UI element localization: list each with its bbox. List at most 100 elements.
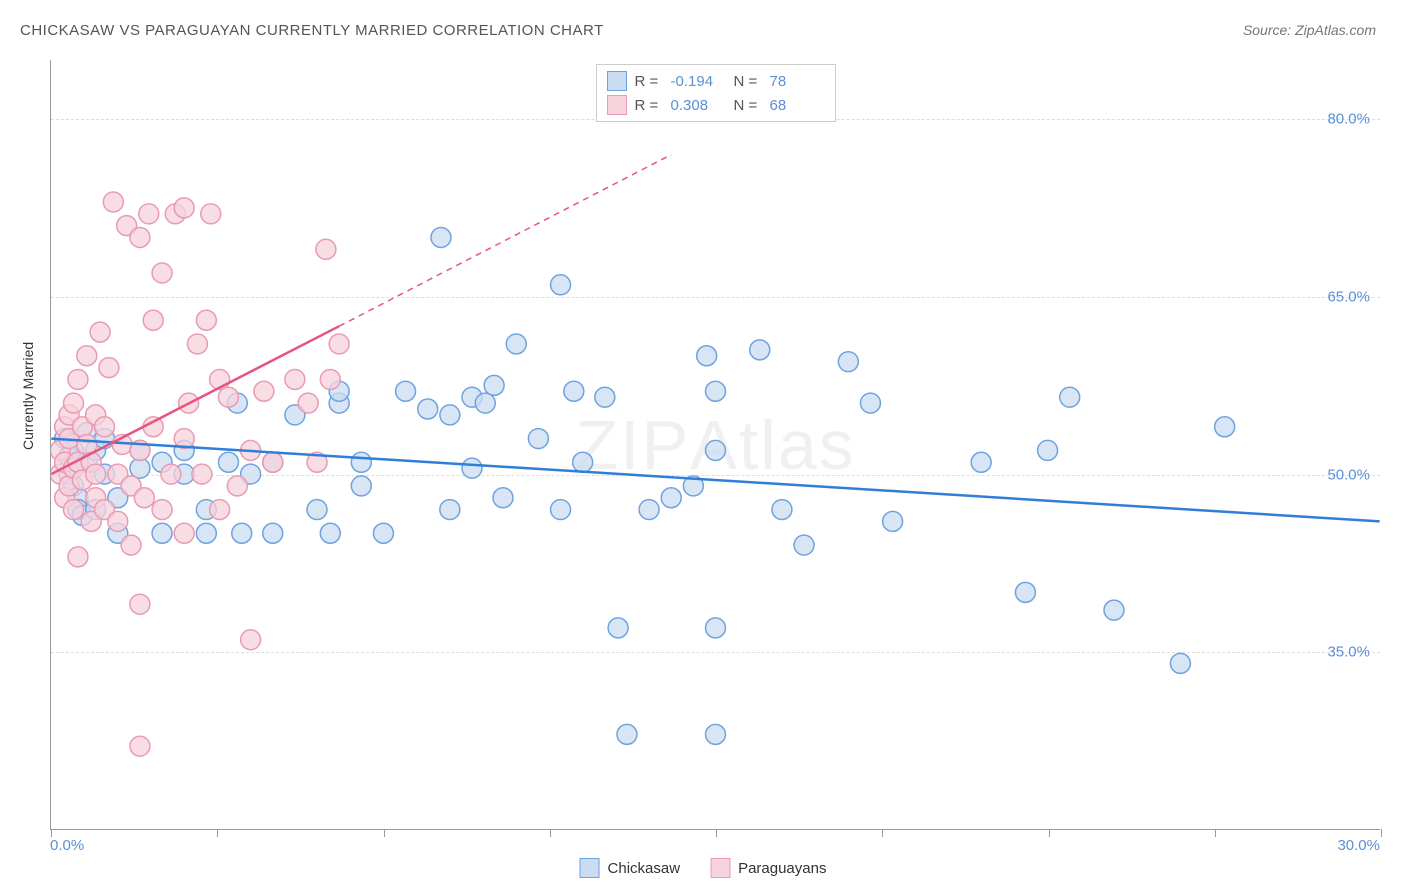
data-point <box>1170 653 1190 673</box>
x-tick <box>1049 829 1050 837</box>
data-point <box>860 393 880 413</box>
data-point <box>440 500 460 520</box>
data-point <box>227 476 247 496</box>
data-point <box>263 452 283 472</box>
data-point <box>320 369 340 389</box>
data-point <box>218 387 238 407</box>
data-point <box>86 464 106 484</box>
r-label: R = <box>635 73 663 90</box>
data-point <box>95 417 115 437</box>
n-value: 68 <box>770 97 825 114</box>
data-point <box>320 523 340 543</box>
data-point <box>595 387 615 407</box>
data-point <box>254 381 274 401</box>
legend-stat-row: R = -0.194 N = 78 <box>607 69 825 93</box>
data-point <box>143 417 163 437</box>
data-point <box>484 375 504 395</box>
data-point <box>196 310 216 330</box>
data-point <box>373 523 393 543</box>
data-point <box>706 618 726 638</box>
data-point <box>1060 387 1080 407</box>
data-point <box>99 358 119 378</box>
x-max-label: 30.0% <box>1337 837 1380 854</box>
data-point <box>210 500 230 520</box>
data-point <box>396 381 416 401</box>
data-point <box>639 500 659 520</box>
chart-title: CHICKASAW VS PARAGUAYAN CURRENTLY MARRIE… <box>20 22 604 39</box>
legend-label: Paraguayans <box>738 860 826 877</box>
data-point <box>418 399 438 419</box>
plot-area: ZIPAtlas R = -0.194 N = 78 R = 0.308 N =… <box>50 60 1380 830</box>
scatter-svg <box>51 60 1380 829</box>
data-point <box>152 523 172 543</box>
data-point <box>121 535 141 555</box>
data-point <box>232 523 252 543</box>
x-tick <box>384 829 385 837</box>
data-point <box>143 310 163 330</box>
data-point <box>971 452 991 472</box>
correlation-legend: R = -0.194 N = 78 R = 0.308 N = 68 <box>596 64 836 122</box>
legend-swatch <box>607 95 627 115</box>
series-legend: Chickasaw Paraguayans <box>580 858 827 878</box>
data-point <box>440 405 460 425</box>
data-point <box>564 381 584 401</box>
data-point <box>130 594 150 614</box>
r-label: R = <box>635 97 663 114</box>
data-point <box>108 511 128 531</box>
data-point <box>697 346 717 366</box>
y-axis-label: Currently Married <box>20 342 36 450</box>
data-point <box>152 263 172 283</box>
n-label: N = <box>734 73 762 90</box>
data-point <box>493 488 513 508</box>
x-min-label: 0.0% <box>50 837 84 854</box>
data-point <box>130 227 150 247</box>
data-point <box>506 334 526 354</box>
data-point <box>883 511 903 531</box>
data-point <box>218 452 238 472</box>
data-point <box>241 630 261 650</box>
data-point <box>608 618 628 638</box>
data-point <box>706 724 726 744</box>
data-point <box>1038 440 1058 460</box>
data-point <box>706 440 726 460</box>
data-point <box>750 340 770 360</box>
trend-line-extension <box>339 155 671 327</box>
data-point <box>130 736 150 756</box>
x-tick <box>1381 829 1382 837</box>
x-tick <box>550 829 551 837</box>
x-tick <box>1215 829 1216 837</box>
legend-swatch <box>607 71 627 91</box>
data-point <box>1015 582 1035 602</box>
x-tick <box>217 829 218 837</box>
legend-swatch <box>710 858 730 878</box>
data-point <box>139 204 159 224</box>
n-value: 78 <box>770 73 825 90</box>
data-point <box>706 381 726 401</box>
legend-item: Chickasaw <box>580 858 681 878</box>
source-attribution: Source: ZipAtlas.com <box>1243 22 1376 38</box>
x-tick <box>716 829 717 837</box>
data-point <box>64 393 84 413</box>
data-point <box>192 464 212 484</box>
data-point <box>431 227 451 247</box>
data-point <box>528 429 548 449</box>
x-tick <box>51 829 52 837</box>
data-point <box>174 198 194 218</box>
legend-stat-row: R = 0.308 N = 68 <box>607 93 825 117</box>
x-tick <box>882 829 883 837</box>
data-point <box>462 458 482 478</box>
data-point <box>68 547 88 567</box>
data-point <box>573 452 593 472</box>
data-point <box>316 239 336 259</box>
data-point <box>130 458 150 478</box>
data-point <box>68 369 88 389</box>
data-point <box>196 523 216 543</box>
data-point <box>134 488 154 508</box>
data-point <box>285 369 305 389</box>
r-value: -0.194 <box>671 73 726 90</box>
data-point <box>263 523 283 543</box>
data-point <box>351 476 371 496</box>
data-point <box>551 500 571 520</box>
data-point <box>838 352 858 372</box>
n-label: N = <box>734 97 762 114</box>
